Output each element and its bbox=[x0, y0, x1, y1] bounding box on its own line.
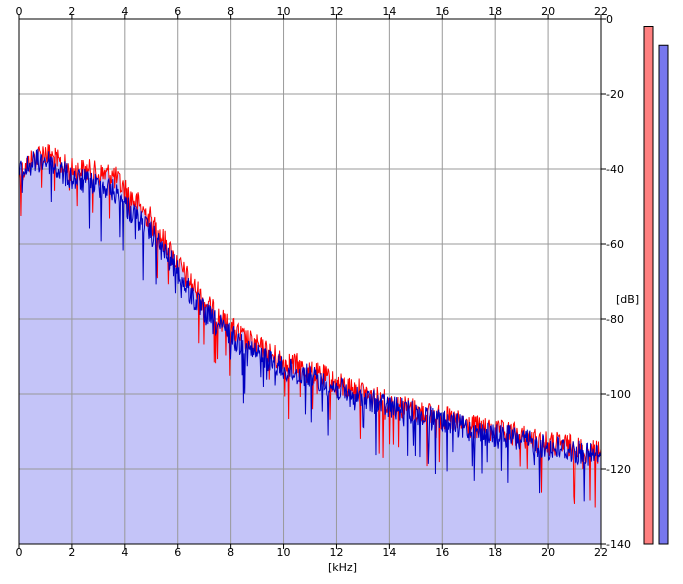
x-tick-label-top: 22 bbox=[594, 5, 608, 18]
y-tick-label: 0 bbox=[606, 13, 613, 26]
y-tick-label: -20 bbox=[606, 88, 624, 101]
x-tick-label-bottom: 2 bbox=[68, 546, 75, 559]
x-tick-label-top: 4 bbox=[121, 5, 128, 18]
channel-level-meter bbox=[643, 26, 654, 545]
x-tick-label-top: 10 bbox=[277, 5, 291, 18]
x-tick-label-bottom: 0 bbox=[16, 546, 23, 559]
x-tick-label-top: 14 bbox=[382, 5, 396, 18]
x-tick-label-bottom: 14 bbox=[382, 546, 396, 559]
x-tick-label-bottom: 6 bbox=[174, 546, 181, 559]
y-tick-label: -40 bbox=[606, 163, 624, 176]
x-tick-label-top: 6 bbox=[174, 5, 181, 18]
spectrum-area-fill bbox=[19, 144, 601, 545]
x-tick-label-bottom: 8 bbox=[227, 546, 234, 559]
x-tick-label-top: 12 bbox=[329, 5, 343, 18]
x-tick-label-top: 16 bbox=[435, 5, 449, 18]
x-tick-label-top: 8 bbox=[227, 5, 234, 18]
x-tick-label-top: 2 bbox=[68, 5, 75, 18]
y-tick-label: -120 bbox=[606, 463, 631, 476]
x-tick-label-bottom: 16 bbox=[435, 546, 449, 559]
plot-frame bbox=[18, 18, 602, 545]
x-tick-label-bottom: 4 bbox=[121, 546, 128, 559]
x-tick-label-bottom: 12 bbox=[329, 546, 343, 559]
y-tick-label: -140 bbox=[606, 538, 631, 551]
x-tick-label-top: 18 bbox=[488, 5, 502, 18]
x-tick-label-bottom: 22 bbox=[594, 546, 608, 559]
x-tick-label-bottom: 10 bbox=[277, 546, 291, 559]
y-tick-label: -100 bbox=[606, 388, 631, 401]
x-tick-label-top: 20 bbox=[541, 5, 555, 18]
y-axis-label: [dB] bbox=[616, 293, 639, 306]
channel-level-meter bbox=[658, 44, 669, 545]
spectrum-series-line bbox=[18, 148, 602, 502]
x-axis-label: [kHz] bbox=[328, 561, 357, 574]
x-tick-label-bottom: 20 bbox=[541, 546, 555, 559]
y-tick-label: -80 bbox=[606, 313, 624, 326]
x-tick-label-bottom: 18 bbox=[488, 546, 502, 559]
y-tick-label: -60 bbox=[606, 238, 624, 251]
x-tick-label-top: 0 bbox=[16, 5, 23, 18]
